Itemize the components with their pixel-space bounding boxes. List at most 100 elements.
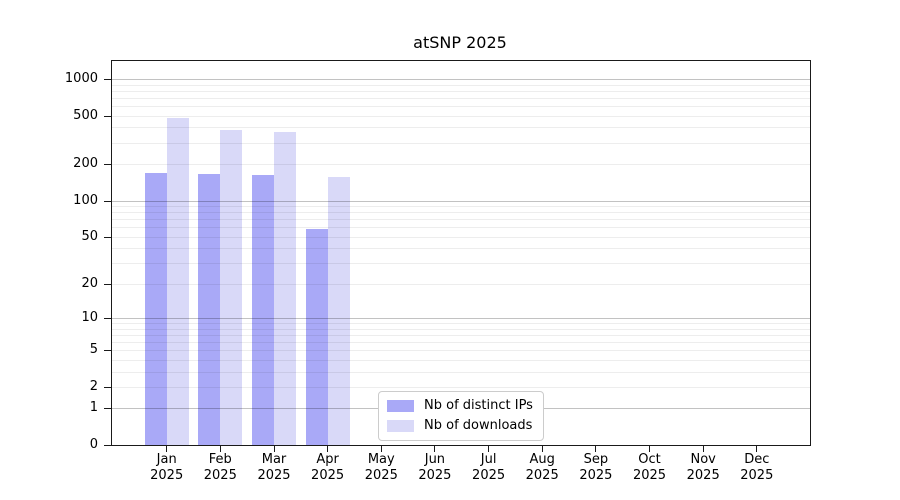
minor-gridline — [112, 328, 810, 330]
major-gridline — [112, 318, 810, 319]
year-label: 2025 — [311, 468, 345, 483]
y-tick-label: 10 — [81, 310, 98, 325]
y-tick-label: 20 — [81, 275, 98, 291]
year-label: 2025 — [686, 468, 720, 483]
minor-gridline — [112, 263, 810, 265]
minor-gridline — [112, 350, 810, 352]
y-tick-mark — [104, 164, 111, 165]
x-tick-label-may: May 2025 — [354, 452, 408, 484]
y-tick-label: 500 — [73, 107, 98, 123]
x-tick-label-apr: Apr 2025 — [301, 452, 355, 484]
month-label: Jan — [156, 452, 177, 467]
minor-gridline — [112, 84, 810, 86]
month-label: May — [367, 452, 395, 467]
x-tick-mark — [541, 446, 543, 452]
minor-gridline — [112, 106, 810, 107]
year-label: 2025 — [472, 468, 506, 483]
year-label: 2025 — [364, 468, 398, 483]
minor-gridline — [112, 227, 810, 229]
month-label: Feb — [208, 452, 232, 467]
x-tick-label-jan: Jan 2025 — [140, 452, 194, 484]
bar-distinct-ips-apr — [305, 229, 328, 445]
month-label: Nov — [690, 452, 716, 467]
legend-label-distinct-ips: Nb of distinct IPs — [424, 398, 533, 413]
minor-gridline — [112, 283, 810, 285]
bar-downloads-feb — [220, 130, 243, 445]
x-tick-mark — [273, 446, 275, 452]
y-tick-label: 100 — [73, 192, 98, 208]
minor-gridline — [112, 323, 810, 324]
month-label: Apr — [316, 452, 339, 467]
x-tick-mark — [702, 446, 704, 452]
year-label: 2025 — [203, 468, 237, 483]
y-tick-label: 200 — [73, 156, 98, 171]
legend-swatch-downloads-icon — [387, 419, 414, 432]
minor-gridline — [112, 248, 810, 250]
x-tick-label-oct: Oct 2025 — [623, 452, 677, 484]
bar-distinct-ips-feb — [198, 174, 221, 445]
x-tick-label-nov: Nov 2025 — [676, 452, 730, 484]
minor-gridline — [112, 115, 810, 117]
bar-distinct-ips-mar — [252, 174, 274, 445]
minor-gridline — [112, 164, 810, 165]
y-tick-label: 0 — [89, 437, 98, 452]
y-tick-label: 1 — [89, 400, 98, 416]
month-label: Jun — [424, 452, 446, 467]
year-label: 2025 — [257, 468, 291, 483]
major-gridline — [112, 200, 810, 202]
x-tick-label-feb: Feb 2025 — [193, 452, 247, 484]
legend-swatch-distinct-ips-icon — [387, 399, 414, 412]
minor-gridline — [112, 127, 810, 129]
y-tick-mark — [104, 200, 111, 202]
x-tick-mark — [434, 446, 436, 452]
y-tick-mark — [104, 445, 111, 446]
x-tick-mark — [166, 446, 168, 452]
y-tick-mark — [104, 350, 111, 352]
plot-area: Nb of distinct IPs Nb of downloads — [104, 60, 811, 452]
minor-gridline — [112, 97, 810, 99]
minor-gridline — [112, 212, 810, 214]
y-tick-mark — [104, 115, 111, 117]
x-tick-label-jun: Jun 2025 — [408, 452, 462, 484]
x-tick-label-dec: Dec 2025 — [730, 452, 784, 484]
minor-gridline — [112, 219, 810, 221]
minor-gridline — [112, 341, 810, 343]
month-label: Sep — [583, 452, 609, 467]
bar-downloads-jan — [166, 117, 189, 445]
x-tick-mark — [595, 446, 597, 452]
year-label: 2025 — [579, 468, 613, 483]
month-label: Dec — [744, 452, 770, 467]
year-label: 2025 — [418, 468, 452, 483]
y-tick-label: 5 — [89, 342, 98, 358]
y-tick-mark — [104, 318, 111, 319]
y-tick-mark — [104, 236, 111, 238]
y-tick-label: 50 — [81, 228, 98, 244]
legend-item-distinct-ips: Nb of distinct IPs — [387, 398, 533, 413]
minor-gridline — [112, 359, 810, 361]
y-tick-mark — [104, 283, 111, 285]
minor-gridline — [112, 334, 810, 336]
month-label: Jul — [480, 452, 497, 467]
minor-gridline — [112, 236, 810, 238]
x-tick-label-aug: Aug 2025 — [515, 452, 569, 484]
x-tick-mark — [327, 446, 329, 452]
month-label: Oct — [638, 452, 661, 467]
x-tick-label-mar: Mar 2025 — [247, 452, 301, 484]
minor-gridline — [112, 371, 810, 373]
month-label: Mar — [261, 452, 287, 467]
month-label: Aug — [529, 452, 555, 467]
x-tick-mark — [380, 446, 382, 452]
minor-gridline — [112, 142, 810, 144]
minor-gridline — [112, 206, 810, 207]
y-tick-label: 2 — [89, 378, 98, 394]
year-label: 2025 — [150, 468, 184, 483]
year-label: 2025 — [525, 468, 559, 483]
major-gridline — [112, 78, 810, 80]
legend: Nb of distinct IPs Nb of downloads — [378, 391, 544, 441]
y-tick-mark — [104, 386, 111, 388]
x-tick-mark — [756, 446, 758, 452]
bar-downloads-mar — [274, 131, 296, 445]
bar-distinct-ips-jan — [144, 173, 167, 445]
x-tick-mark — [219, 446, 221, 452]
